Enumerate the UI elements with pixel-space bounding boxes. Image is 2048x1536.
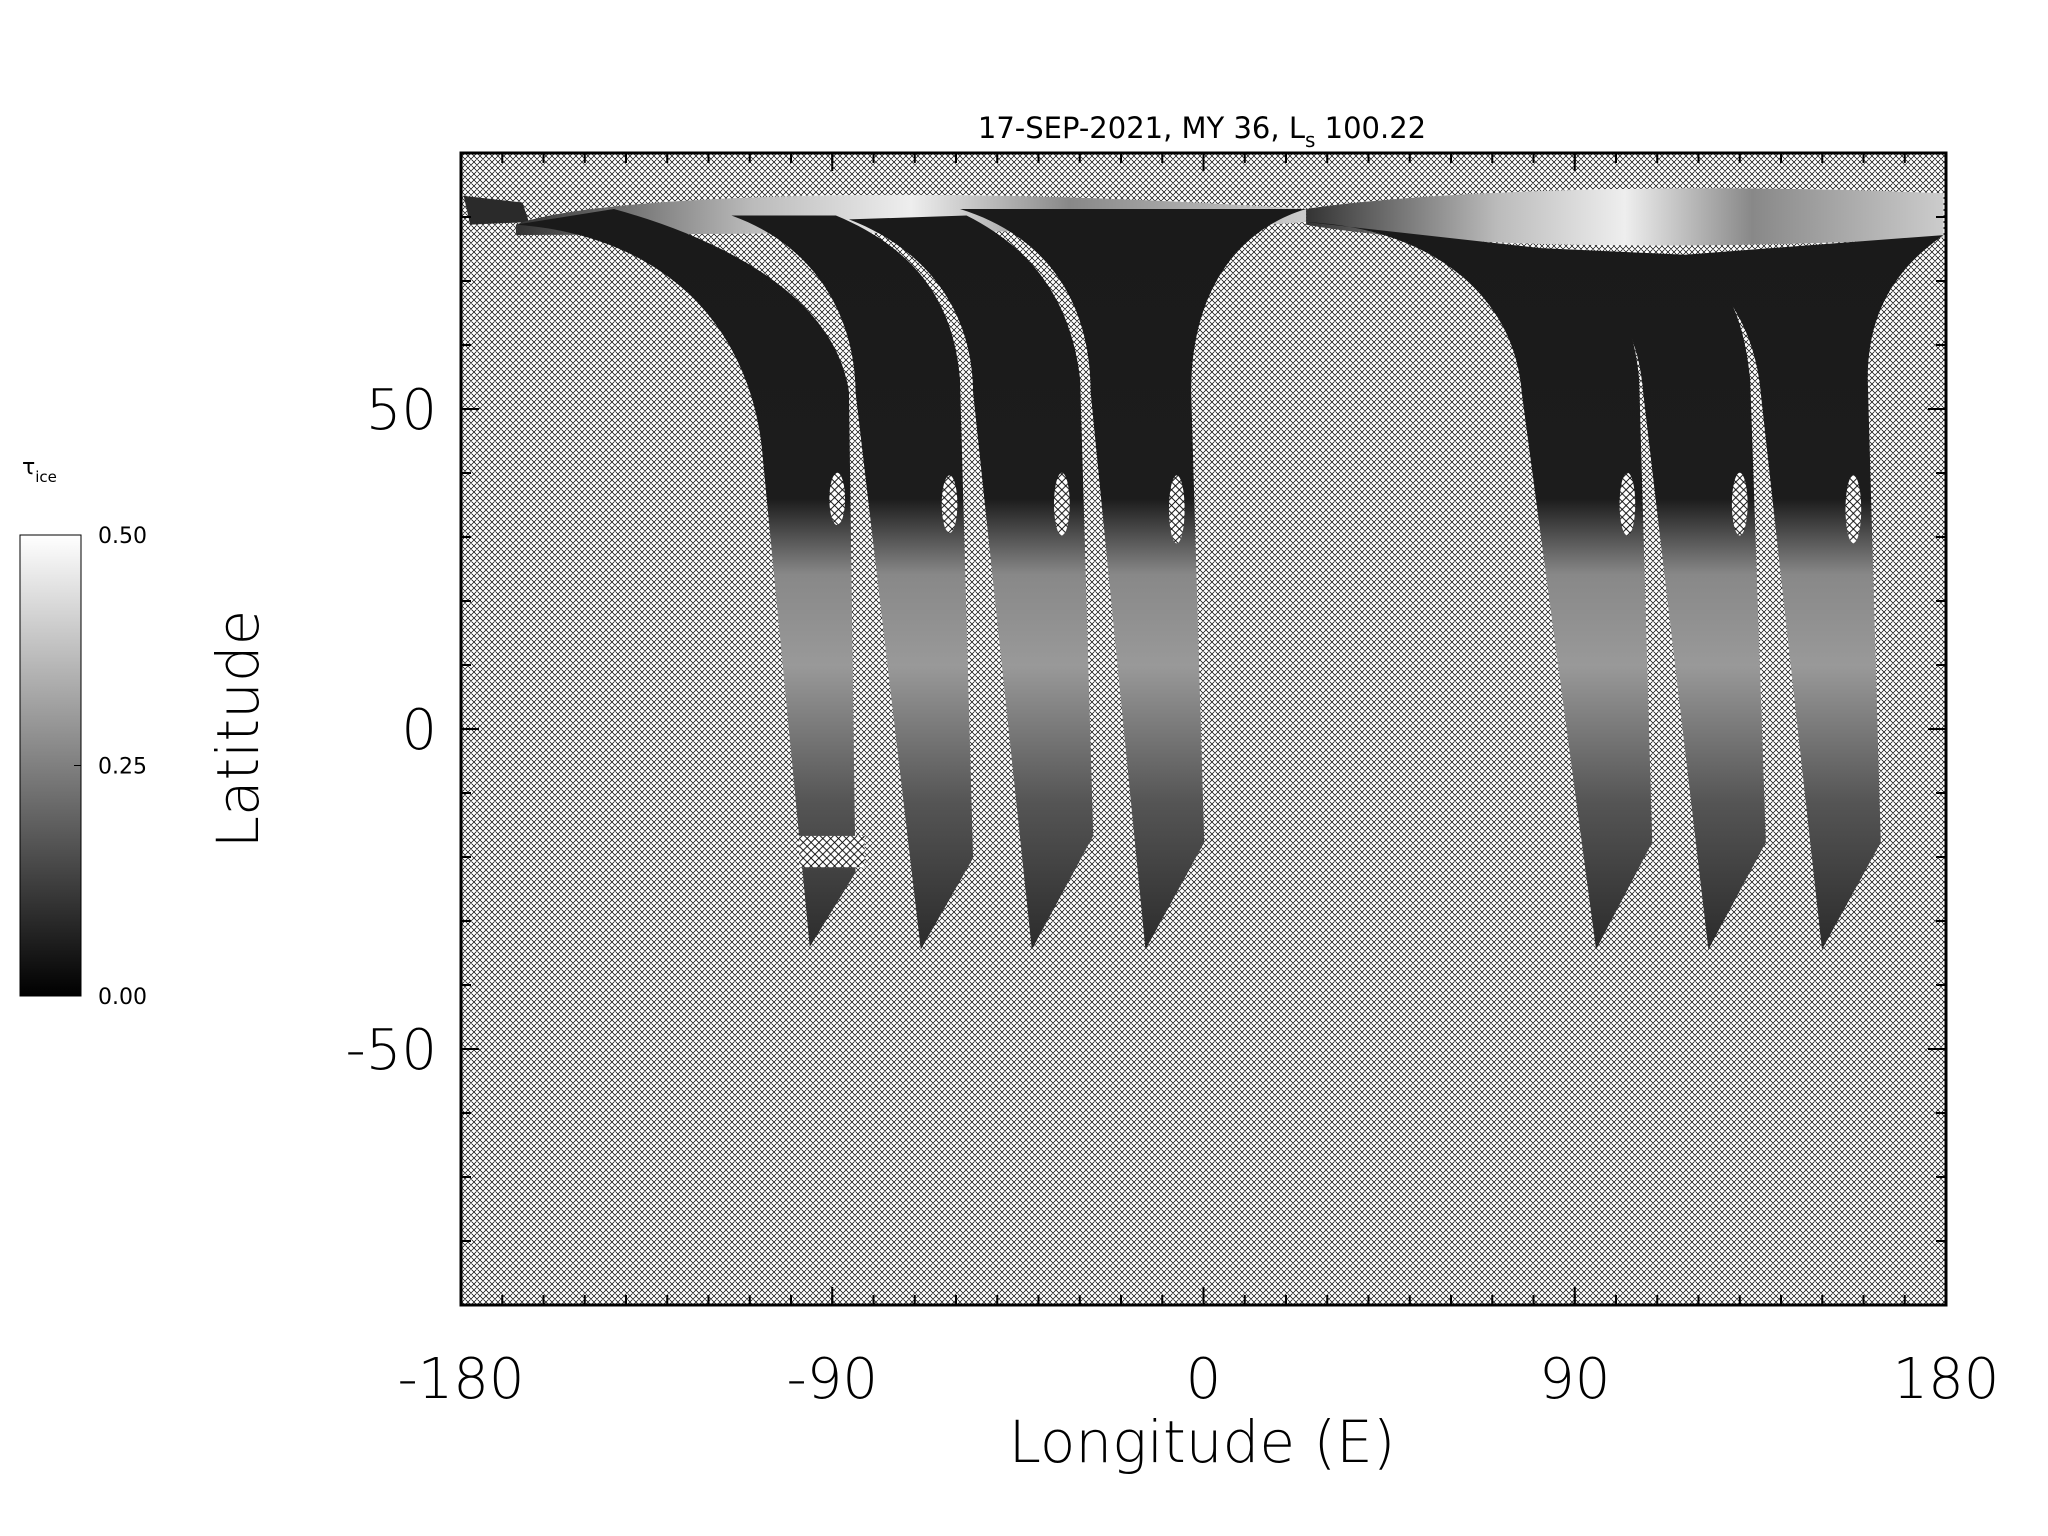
swath <box>515 208 856 947</box>
swath <box>959 208 1307 950</box>
chart-title: 17-SEP-2021, MY 36, Ls 100.22 <box>978 111 1426 152</box>
x-axis-label: Longitude (E) <box>1009 1408 1396 1476</box>
x-tick-label: 90 <box>1539 1347 1610 1412</box>
colorbar-tick-label: 0.00 <box>98 985 147 1010</box>
colorbar-label: τice <box>22 455 57 486</box>
swath <box>1684 235 1944 950</box>
colorbar <box>19 534 82 997</box>
gap <box>799 835 865 868</box>
x-tick-label: 0 <box>1186 1347 1222 1412</box>
x-tick-label: -180 <box>397 1347 524 1412</box>
holes <box>829 472 1862 544</box>
y-tick-label: 0 <box>401 698 437 763</box>
swath <box>463 195 529 225</box>
x-tick-label: -90 <box>787 1347 878 1412</box>
swath <box>1306 188 1944 246</box>
swaths <box>463 188 1944 950</box>
swath <box>1306 222 1653 950</box>
y-axis-label: Latitude <box>204 610 272 849</box>
swath <box>848 215 1094 950</box>
swath <box>1541 248 1766 950</box>
x-tick-label: 180 <box>1893 1347 2000 1412</box>
swath <box>731 215 974 950</box>
y-tick-label: 50 <box>366 378 437 443</box>
colorbar-tick-label: 0.25 <box>98 755 147 780</box>
colorbar-tick-label: 0.50 <box>98 524 147 549</box>
y-tick-label: -50 <box>346 1018 437 1083</box>
